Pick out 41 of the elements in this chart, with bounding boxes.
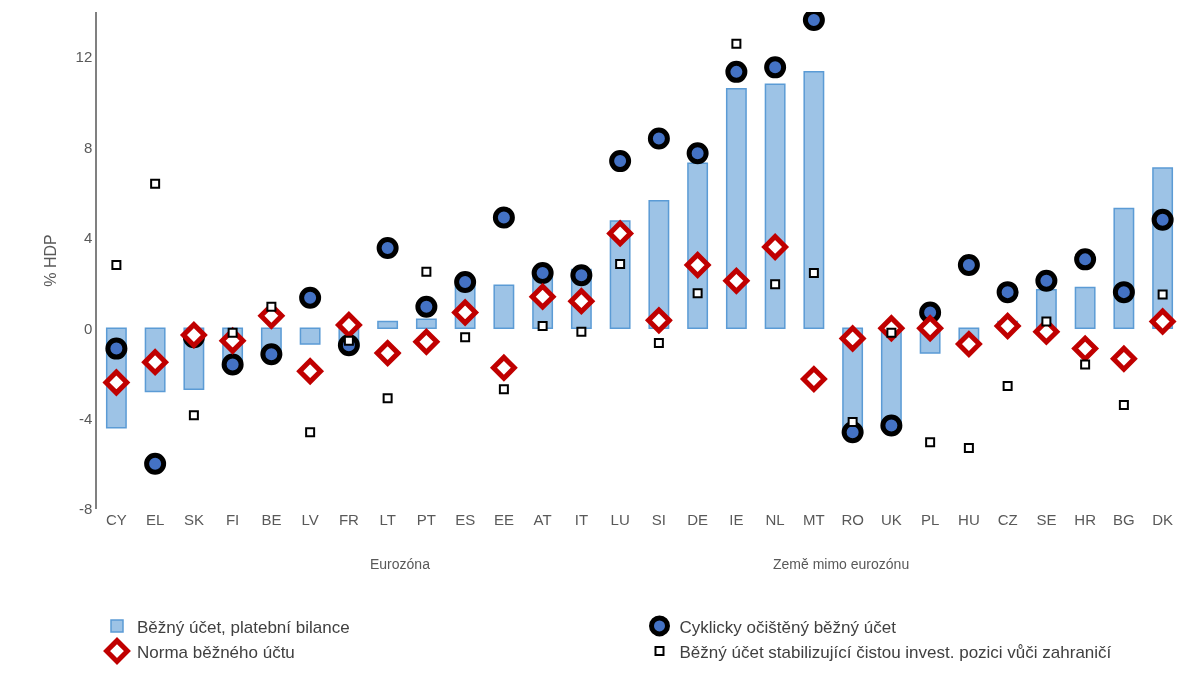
y-tick-label: 12: [75, 48, 93, 66]
x-tick-label: MT: [803, 511, 825, 528]
x-tick-label: EE: [493, 511, 514, 528]
x-tick-label: CZ: [997, 511, 1018, 528]
x-tick-label: IT: [574, 511, 589, 528]
x-tick-label: BE: [261, 511, 282, 528]
x-tick-label: SE: [1036, 511, 1057, 528]
x-tick-label: EL: [145, 511, 165, 528]
x-tick-label: SI: [651, 511, 666, 528]
y-tick-label: 4: [83, 229, 93, 247]
x-tick-label: SK: [183, 511, 204, 528]
x-tick-label: AT: [533, 511, 552, 528]
x-tick-label: RO: [841, 511, 864, 528]
legend-label: Cyklicky očištěný běžný účet: [679, 617, 897, 637]
x-tick-label: LT: [379, 511, 396, 528]
text: Země mimo eurozónu: [773, 556, 910, 572]
x-tick-label: FR: [338, 511, 360, 528]
y-tick-label: 8: [83, 138, 93, 156]
legend-label: Norma běžného účtu: [137, 642, 295, 662]
x-tick-label: NL: [765, 511, 785, 528]
text: Eurozóna: [370, 556, 431, 572]
legend-label: Běžný účet stabilizující čistou invest. pozici vůči zahraničí: [679, 642, 1112, 662]
y-tick-label: 0: [83, 319, 93, 337]
x-tick-label: DK: [1152, 511, 1174, 528]
x-tick-label: PL: [920, 511, 940, 528]
x-tick-label: CY: [105, 511, 127, 528]
x-tick-label: HU: [958, 511, 980, 528]
x-tick-label: DE: [687, 511, 709, 528]
x-tick-label: UK: [880, 511, 902, 528]
x-tick-label: ES: [455, 511, 476, 528]
y-tick-label: -8: [78, 500, 93, 518]
x-tick-label: LV: [301, 511, 319, 528]
x-tick-label: HR: [1074, 511, 1097, 528]
y-axis-title: % HDP: [41, 234, 59, 287]
x-tick-label: BG: [1113, 511, 1135, 528]
legend-label: Běžný účet, platební bilance: [137, 617, 350, 637]
y-tick-label: -4: [78, 409, 93, 427]
x-tick-label: IE: [729, 511, 744, 528]
x-tick-label: FI: [225, 511, 240, 528]
x-tick-label: LU: [610, 511, 630, 528]
x-tick-label: PT: [416, 511, 436, 528]
